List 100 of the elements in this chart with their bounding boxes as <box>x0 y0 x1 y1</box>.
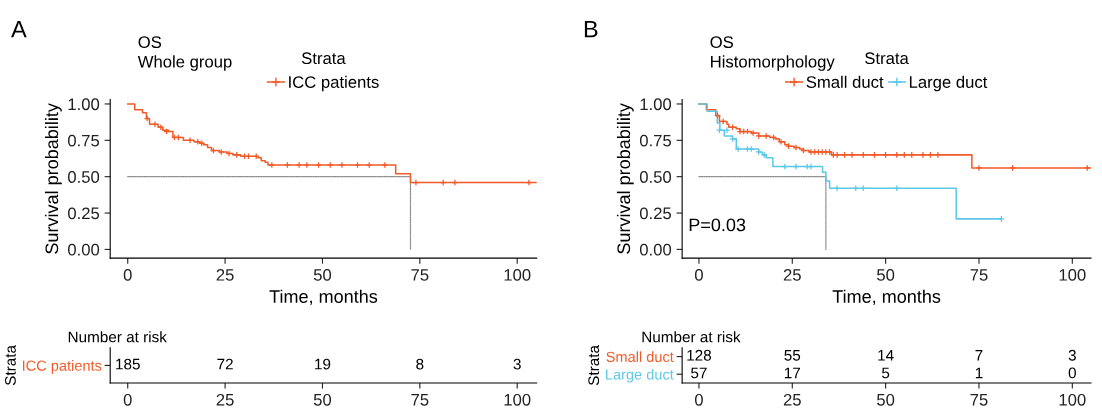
point <box>225 150 233 157</box>
x-tick-label: 75 <box>970 394 988 406</box>
x-tick-label: 100 <box>1059 393 1086 406</box>
point <box>525 179 533 186</box>
chart-title: Number at risk <box>642 331 741 343</box>
data-label: 1 <box>975 367 983 379</box>
point <box>1083 164 1091 172</box>
data-label: 3 <box>513 358 521 370</box>
point <box>749 129 757 137</box>
point <box>295 161 303 169</box>
chart-title: Number at risk <box>68 331 167 343</box>
point <box>412 179 420 186</box>
data-label: 5 <box>881 367 890 379</box>
point <box>354 161 361 169</box>
y-tick-label: Large duct <box>606 368 674 383</box>
x-tick-label: 75 <box>411 269 429 281</box>
point <box>734 145 742 153</box>
text: B <box>584 20 598 38</box>
data-label: 0 <box>1068 367 1076 379</box>
annotation: P=0.03 <box>689 218 746 232</box>
y-axis-title: Strata <box>588 345 600 386</box>
point <box>723 126 731 134</box>
data-label: 57 <box>691 367 707 379</box>
data-label: 72 <box>217 358 233 370</box>
legend-title: Strata <box>301 52 346 65</box>
point <box>326 161 334 169</box>
x-tick-label: 100 <box>504 268 531 281</box>
x-tick-label: 25 <box>216 268 234 281</box>
point <box>284 161 291 169</box>
x-tick-label: 25 <box>783 393 801 406</box>
point <box>217 148 225 156</box>
y-tick-label: 0.50 <box>639 171 672 183</box>
chart-title: OS <box>710 36 733 49</box>
y-axis-title: Strata <box>5 345 16 386</box>
point <box>833 184 841 192</box>
x-tick-label: 0 <box>123 268 132 281</box>
text: A <box>11 20 27 38</box>
y-axis-title: Survival probability <box>616 103 634 254</box>
data-label: 19 <box>315 358 331 370</box>
y-tick-label: ICC patients <box>22 360 102 374</box>
point <box>381 161 389 169</box>
point <box>338 161 346 169</box>
chart-title: OS <box>138 36 162 49</box>
x-tick-label: 50 <box>877 268 895 281</box>
y-tick-label: 0.00 <box>639 243 672 256</box>
data-label: 8 <box>416 358 424 370</box>
chart-subtitle: Histomorphology <box>711 55 835 71</box>
data-label: 185 <box>116 358 140 370</box>
x-tick-label: 75 <box>411 394 429 406</box>
data-label: 128 <box>687 349 712 361</box>
point <box>303 161 311 169</box>
point <box>365 161 373 169</box>
x-tick-label: 25 <box>783 268 801 281</box>
point <box>807 163 815 170</box>
point <box>1009 164 1016 172</box>
x-tick-label: 75 <box>970 269 988 281</box>
point <box>777 138 785 146</box>
data-label: 55 <box>784 350 801 361</box>
x-axis-title: Time, months <box>832 289 941 306</box>
legend-label: ICC patients <box>289 75 379 92</box>
legend-label: Large duct <box>909 75 988 92</box>
point <box>451 179 459 186</box>
data-label: 14 <box>878 350 894 361</box>
point <box>822 148 830 156</box>
x-tick-label: 50 <box>313 268 332 281</box>
y-axis-title: Survival probability <box>44 103 62 254</box>
y-tick-label: Small duct <box>606 351 674 363</box>
x-tick-label: 100 <box>1059 268 1086 281</box>
point <box>792 144 800 151</box>
x-tick-label: 100 <box>504 393 531 406</box>
y-tick-label: 0.50 <box>68 171 100 183</box>
x-tick-label: 0 <box>123 393 132 406</box>
point <box>755 132 763 140</box>
point <box>762 132 770 140</box>
y-tick-label: 0.25 <box>639 207 672 220</box>
y-tick-label: 0.00 <box>68 243 100 256</box>
y-tick-label: 0.75 <box>639 134 672 147</box>
x-tick-label: 0 <box>694 393 703 406</box>
y-tick-label: 0.25 <box>68 207 100 220</box>
point <box>747 145 755 153</box>
point <box>807 148 815 156</box>
x-tick-label: 50 <box>877 393 895 406</box>
x-tick-label: 50 <box>313 393 332 406</box>
point <box>268 161 276 169</box>
y-tick-label: 1.00 <box>640 98 672 111</box>
x-tick-label: 0 <box>694 268 703 281</box>
legend-label: Small duct <box>806 75 884 88</box>
point <box>315 161 322 169</box>
y-tick-label: 1.00 <box>68 98 100 111</box>
y-tick-label: 0.75 <box>68 134 100 147</box>
data-label: 7 <box>975 350 983 361</box>
data-label: 17 <box>784 367 801 379</box>
point <box>975 164 983 172</box>
legend-title: Strata <box>865 52 909 65</box>
point <box>792 163 800 170</box>
data-label: 3 <box>1068 349 1076 361</box>
chart-subtitle: Whole group <box>137 55 232 71</box>
x-tick-label: 25 <box>216 393 234 406</box>
x-axis-title: Time, months <box>269 289 378 306</box>
point <box>755 148 763 156</box>
